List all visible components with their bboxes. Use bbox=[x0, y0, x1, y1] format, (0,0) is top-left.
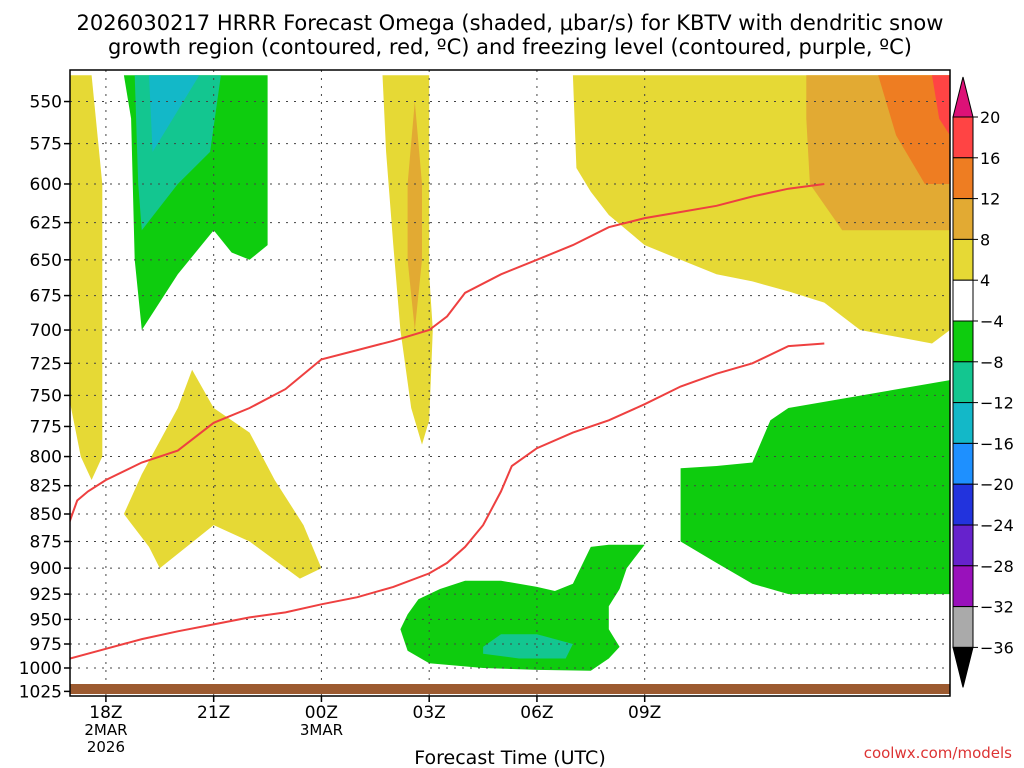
x-tick-label: 2MAR bbox=[84, 721, 127, 739]
colorbar-swatch bbox=[952, 116, 974, 159]
omega-region-cyan bbox=[149, 75, 200, 152]
colorbar-tick-label: −32 bbox=[980, 598, 1014, 617]
y-tick-label: 775 bbox=[30, 417, 62, 437]
colorbar-legend: 20 16 12 8 4 −4 −8 −12 −16 −20 −24 −28 −32 −36 bbox=[952, 76, 1014, 688]
y-tick-label: 925 bbox=[30, 585, 62, 605]
contour-dendritic-upper bbox=[70, 183, 825, 524]
colorbar-swatch bbox=[952, 442, 974, 485]
x-axis-label: Forecast Time (UTC) bbox=[414, 747, 605, 768]
y-tick-label: 975 bbox=[30, 635, 62, 655]
colorbar-swatch bbox=[952, 606, 974, 648]
colorbar-tick-label: −28 bbox=[980, 557, 1014, 576]
y-tick-label: 875 bbox=[30, 532, 62, 552]
chart-title-line1: 2026030217 HRRR Forecast Omega (shaded, … bbox=[77, 11, 944, 35]
omega-shading bbox=[70, 75, 950, 671]
plot-frame bbox=[69, 69, 951, 697]
colorbar-tick-label: −16 bbox=[980, 434, 1014, 453]
y-tick-label: 700 bbox=[30, 321, 62, 341]
colorbar-swatch bbox=[952, 361, 974, 404]
omega-region-red bbox=[932, 75, 950, 136]
colorbar-swatch bbox=[952, 524, 974, 567]
x-tick-label: 00Z bbox=[305, 703, 338, 723]
colorbar-tick-label: −4 bbox=[980, 312, 1004, 331]
y-tick-label: 1000 bbox=[19, 659, 62, 679]
omega-region-orange bbox=[407, 101, 422, 330]
colorbar-tick-label: 20 bbox=[980, 108, 1000, 127]
y-tick-label: 850 bbox=[30, 505, 62, 525]
y-tick-label: 950 bbox=[30, 610, 62, 630]
omega-region-green bbox=[680, 380, 950, 595]
y-tick-label: 600 bbox=[30, 175, 62, 195]
contour-dendritic-lower bbox=[70, 342, 825, 660]
y-tick-label: 650 bbox=[30, 251, 62, 271]
y-tick-label: 625 bbox=[30, 214, 62, 234]
contour-lines bbox=[70, 183, 825, 660]
colorbar-swatch bbox=[952, 320, 974, 363]
colorbar-swatch bbox=[952, 483, 974, 526]
omega-region-yellow bbox=[123, 369, 322, 579]
colorbar-tick-label: −8 bbox=[980, 353, 1004, 372]
colorbar-swatch bbox=[952, 565, 974, 608]
x-tick-label: 06Z bbox=[520, 703, 553, 723]
omega-region-green bbox=[400, 544, 645, 671]
colorbar-swatch bbox=[952, 279, 974, 322]
plot-area bbox=[69, 69, 951, 697]
colorbar-swatch bbox=[952, 198, 974, 240]
colorbar-tick-label: −20 bbox=[980, 475, 1014, 494]
colorbar-tick-label: 16 bbox=[980, 149, 1000, 168]
y-tick-label: 575 bbox=[30, 135, 62, 155]
y-tick-label: 825 bbox=[30, 477, 62, 497]
x-tick-label: 2026 bbox=[87, 738, 125, 756]
y-tick-label: 900 bbox=[30, 559, 62, 579]
colorbar-top-arrow bbox=[952, 76, 974, 118]
y-tick-label: 800 bbox=[30, 448, 62, 468]
x-tick-label: 21Z bbox=[197, 703, 230, 723]
x-tick-label: 09Z bbox=[628, 703, 661, 723]
colorbar-tick-label: −12 bbox=[980, 394, 1014, 413]
colorbar-tick-label: 12 bbox=[980, 190, 1000, 209]
colorbar-tick-label: 8 bbox=[980, 230, 990, 249]
colorbar-tick-label: −24 bbox=[980, 516, 1014, 535]
y-tick-label: 725 bbox=[30, 354, 62, 374]
y-tick-label: 750 bbox=[30, 386, 62, 406]
chart-title-line2: growth region (contoured, red, ºC) and f… bbox=[108, 35, 912, 59]
colorbar-tick-label: −36 bbox=[980, 638, 1014, 657]
colorbar-swatch bbox=[952, 402, 974, 444]
y-tick-label: 550 bbox=[30, 93, 62, 113]
colorbar-bottom-arrow bbox=[952, 646, 974, 688]
x-tick-label: 03Z bbox=[413, 703, 446, 723]
y-tick-label: 675 bbox=[30, 287, 62, 307]
omega-region-yellow bbox=[70, 75, 103, 480]
x-tick-label: 18Z bbox=[89, 703, 122, 723]
credit-text: coolwx.com/models bbox=[864, 744, 1012, 762]
colorbar-swatch bbox=[952, 157, 974, 200]
y-tick-label: 1025 bbox=[19, 682, 62, 702]
y-axis: 550 575 600 625 650 675 700 725 750 775 800 825 850 8… bbox=[19, 93, 70, 702]
colorbar-tick-label: 4 bbox=[980, 271, 990, 290]
omega-region-teal bbox=[483, 634, 573, 659]
omega-region-darkorange bbox=[878, 75, 950, 184]
colorbar-swatch bbox=[952, 238, 974, 281]
ground-layer bbox=[70, 684, 950, 694]
x-tick-label: 3MAR bbox=[300, 721, 343, 739]
